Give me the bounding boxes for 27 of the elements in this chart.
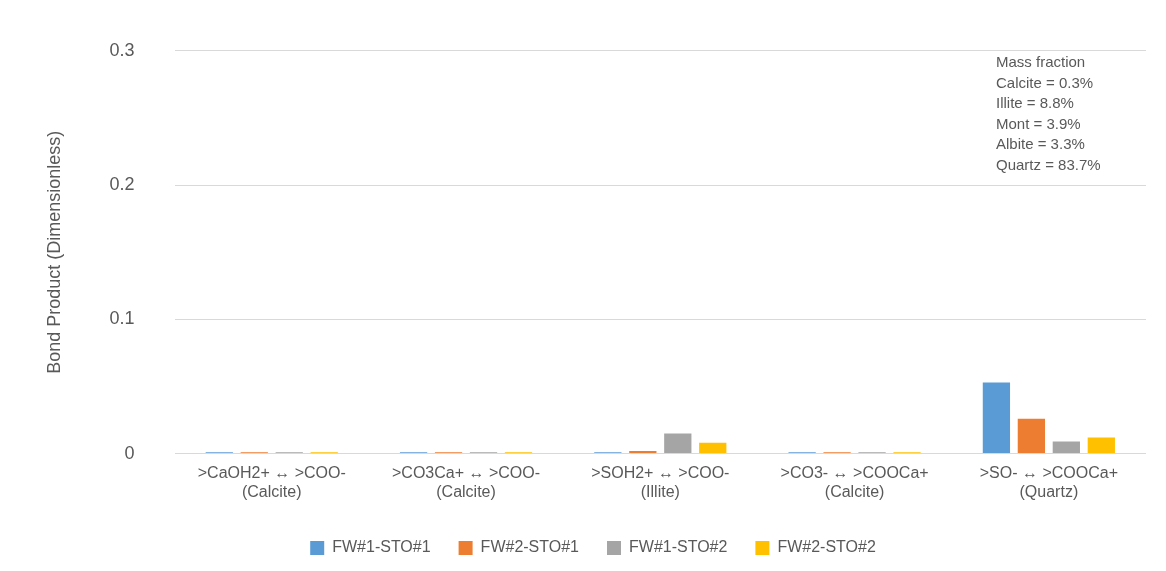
legend-label: FW#2-STO#2 — [777, 538, 876, 556]
annotation: Mass fraction — [996, 53, 1086, 71]
bar — [629, 450, 657, 454]
x-tick-label: >CaOH2+ ↔ >COO- (Calcite) — [197, 463, 346, 500]
legend-label: FW#1-STO#1 — [332, 538, 431, 556]
bar — [664, 433, 692, 454]
annotation: Mont = 3.9% — [996, 114, 1081, 132]
x-tick-label: >SOH2+ ↔ >COO- (Illite) — [591, 463, 730, 500]
y-axis-title: Bond Product (Dimensionless) — [43, 130, 64, 374]
x-tick-label: >SO- ↔ >COOCa+ (Quartz) — [979, 463, 1118, 500]
x-tick-label: >CO3Ca+ ↔ >COO- (Calcite) — [392, 463, 541, 500]
bar — [1087, 437, 1115, 454]
bar — [982, 382, 1011, 454]
legend-label: FW#1-STO#2 — [629, 538, 728, 556]
bar — [699, 442, 727, 454]
y-tick-label: 0.1 — [109, 308, 135, 329]
y-tick-label: 0.3 — [109, 39, 135, 60]
annotation: Calcite = 0.3% — [996, 73, 1094, 91]
annotation: Quartz = 83.7% — [996, 155, 1101, 173]
y-tick-label: 0 — [124, 442, 135, 463]
x-tick-label: >CO3- ↔ >COOCa+ (Calcite) — [780, 463, 929, 500]
y-tick-label: 0.2 — [109, 174, 135, 195]
bar — [1052, 441, 1080, 454]
bar — [1017, 418, 1046, 454]
annotation: Illite = 8.8% — [996, 94, 1074, 112]
legend-label: FW#2-STO#1 — [480, 538, 580, 556]
annotation: Albite = 3.3% — [996, 135, 1085, 153]
